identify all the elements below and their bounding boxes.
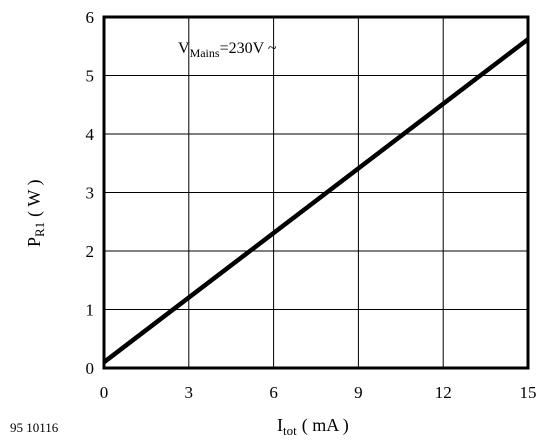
y-tick-label-3: 3 <box>86 184 95 203</box>
figure-code: 95 10116 <box>10 420 59 435</box>
y-axis-title-main: P <box>24 237 44 247</box>
y-tick-labels: 0 1 2 3 4 5 6 <box>86 8 95 378</box>
x-axis-title-main: I <box>277 415 283 435</box>
y-tick-label-4: 4 <box>86 125 95 144</box>
y-tick-label-6: 6 <box>86 8 95 27</box>
x-tick-label-6: 6 <box>269 383 278 402</box>
annotation-rest: =230V ~ <box>220 40 277 57</box>
data-layer <box>102 37 530 364</box>
y-axis-title-sub: R1 <box>32 222 47 237</box>
plot-frame <box>102 15 530 370</box>
y-axis-title-unit: ( W ) <box>24 179 45 216</box>
series-line-0 <box>102 37 530 364</box>
x-tick-label-3: 3 <box>185 383 194 402</box>
y-tick-label-0: 0 <box>86 359 95 378</box>
x-axis-title-unit: ( mA ) <box>302 415 349 436</box>
x-tick-label-9: 9 <box>354 383 363 402</box>
y-tick-label-2: 2 <box>86 242 95 261</box>
x-tick-label-0: 0 <box>100 383 109 402</box>
x-tick-label-15: 15 <box>520 383 537 402</box>
x-axis-title: Itot ( mA ) <box>277 415 349 438</box>
x-tick-labels: 0 3 6 9 12 15 <box>100 383 537 402</box>
x-tick-label-12: 12 <box>435 383 452 402</box>
annotation-main: V <box>178 40 190 57</box>
y-tick-label-5: 5 <box>86 67 95 86</box>
x-axis-title-sub: tot <box>283 423 297 438</box>
annotation-sub: Mains <box>190 46 220 60</box>
y-axis-title: PR1 ( W ) <box>24 179 47 247</box>
annotation: VMains=230V ~ <box>178 40 277 60</box>
y-tick-label-1: 1 <box>86 301 95 320</box>
